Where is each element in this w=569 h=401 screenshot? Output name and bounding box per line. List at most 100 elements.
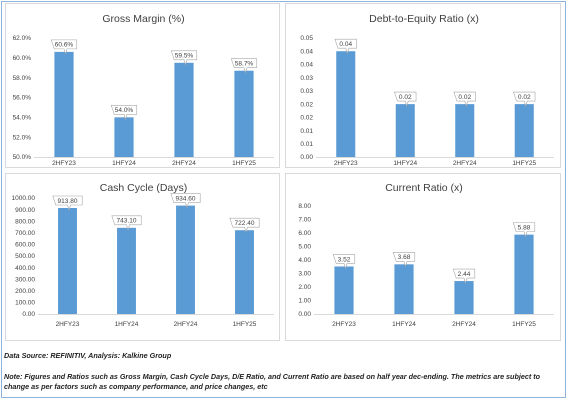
y-tick-label: 0.00 bbox=[300, 154, 313, 161]
y-tick-label: 100.00 bbox=[15, 300, 35, 307]
y-tick-label: 5.00 bbox=[298, 244, 311, 251]
y-tick-label: 62.0% bbox=[13, 35, 32, 42]
x-tick-label: 1HFY24 bbox=[392, 321, 416, 328]
y-tick-label: 6.00 bbox=[298, 230, 311, 237]
y-tick-label: 0.01 bbox=[300, 141, 313, 148]
data-label-callout: 5.88 bbox=[512, 222, 536, 238]
data-label: 0.02 bbox=[399, 94, 412, 101]
y-tick-label: 1000.00 bbox=[12, 195, 36, 202]
y-tick-label: 0.02 bbox=[300, 115, 313, 122]
bar bbox=[174, 62, 194, 157]
bar bbox=[514, 104, 534, 157]
x-tick-label: 2HFY23 bbox=[56, 321, 80, 328]
data-label-callout: 743.10 bbox=[111, 215, 142, 231]
data-label: 3.68 bbox=[398, 254, 411, 261]
data-label-box bbox=[229, 217, 260, 234]
y-tick-label: 0.04 bbox=[300, 62, 313, 69]
x-tick-label: 2HFY23 bbox=[332, 321, 356, 328]
x-tick-label: 2HFY23 bbox=[334, 160, 358, 167]
x-tick-label: 2HFY24 bbox=[172, 160, 196, 167]
data-label-callout: 913.80 bbox=[52, 195, 83, 212]
cash-cycle-panel: Cash Cycle (Days) 0.00 100.00 200.00 300.00 4… bbox=[5, 173, 280, 341]
current-ratio-panel: Current Ratio (x) 0.00 1.00 2.00 3.00 4.00 5.0… bbox=[285, 173, 561, 341]
bar bbox=[455, 104, 475, 157]
y-tick-label: 58.0% bbox=[13, 75, 32, 82]
x-tick-label: 2HFY24 bbox=[452, 321, 476, 328]
x-tick-label: 1HFY25 bbox=[233, 321, 257, 328]
data-label-box bbox=[170, 50, 198, 66]
y-tick-label: 0.03 bbox=[300, 75, 313, 82]
data-label: 2.44 bbox=[458, 271, 471, 278]
debt-to-equity-chart: Debt-to-Equity Ratio (x) 0.00 0.01 0.01 0.02… bbox=[300, 13, 554, 167]
data-label-callout: 0.02 bbox=[513, 91, 536, 108]
y-tick-label: 600.00 bbox=[15, 242, 35, 249]
y-tick-label: 1.00 bbox=[298, 298, 311, 305]
data-label-box bbox=[452, 268, 476, 285]
data-label-callout: 3.52 bbox=[332, 254, 356, 270]
x-tick-label: 1HFY25 bbox=[512, 160, 536, 167]
data-label-callout: 2.44 bbox=[452, 268, 476, 285]
data-label-callout: 60.6% bbox=[50, 39, 78, 55]
bar bbox=[176, 205, 195, 314]
data-label-box bbox=[513, 91, 536, 108]
disclaimer-note: Note: Figures and Ratios such as Gross M… bbox=[4, 372, 541, 391]
debt-to-equity-panel: Debt-to-Equity Ratio (x) 0.00 0.01 0.01 0.02… bbox=[285, 3, 561, 168]
data-label-box bbox=[110, 105, 138, 121]
data-label-box bbox=[392, 252, 416, 268]
data-label: 743.10 bbox=[117, 218, 137, 225]
data-label: 58.7% bbox=[235, 61, 254, 68]
data-label-box bbox=[170, 193, 201, 209]
data-label: 722.40 bbox=[235, 220, 255, 227]
cash-cycle-chart: Cash Cycle (Days) 0.00 100.00 200.00 300.00 4… bbox=[12, 182, 274, 328]
data-label: 3.52 bbox=[338, 256, 351, 263]
y-tick-label: 0.03 bbox=[300, 88, 313, 95]
y-tick-label: 50.0% bbox=[13, 154, 32, 161]
y-tick-label: 2.00 bbox=[298, 284, 311, 291]
data-label-box bbox=[512, 222, 536, 238]
chart-title: Current Ratio (x) bbox=[385, 182, 463, 194]
data-label-callout: 59.5% bbox=[170, 50, 198, 66]
data-label-callout: 0.02 bbox=[394, 91, 417, 108]
data-label-box bbox=[334, 38, 357, 55]
y-tick-label: 4.00 bbox=[298, 257, 311, 264]
y-tick-label: 500.00 bbox=[15, 253, 35, 260]
data-label-box bbox=[332, 254, 356, 270]
bar bbox=[117, 227, 136, 314]
data-label: 0.02 bbox=[518, 94, 531, 101]
data-label: 54.0% bbox=[115, 107, 134, 114]
chart-title: Cash Cycle (Days) bbox=[100, 182, 188, 194]
data-label-box bbox=[453, 91, 476, 108]
bar bbox=[514, 234, 534, 314]
data-label: 60.6% bbox=[55, 42, 74, 49]
data-label-callout: 58.7% bbox=[230, 58, 258, 74]
bar bbox=[334, 266, 354, 314]
x-tick-label: 2HFY24 bbox=[453, 160, 477, 167]
y-tick-label: 0.01 bbox=[300, 128, 313, 135]
bar bbox=[114, 117, 134, 157]
bar bbox=[58, 207, 77, 314]
bar bbox=[54, 51, 74, 158]
y-tick-label: 900.00 bbox=[15, 207, 35, 214]
data-label: 934.60 bbox=[176, 195, 196, 202]
x-tick-label: 1HFY25 bbox=[512, 321, 536, 328]
data-label-box bbox=[111, 215, 142, 231]
data-label-callout: 934.60 bbox=[170, 193, 201, 209]
x-tick-label: 1HFY25 bbox=[232, 160, 256, 167]
y-tick-label: 52.0% bbox=[13, 134, 32, 141]
y-tick-label: 0.05 bbox=[300, 35, 313, 42]
y-tick-label: 0.00 bbox=[22, 311, 35, 318]
x-tick-label: 1HFY24 bbox=[112, 160, 136, 167]
gross-margin-panel: Gross Margin (%) 50.0% 52.0% 54.0% 56.0% 58.0… bbox=[5, 3, 280, 168]
bar bbox=[234, 70, 254, 157]
y-tick-label: 3.00 bbox=[298, 271, 311, 278]
bar bbox=[235, 230, 254, 314]
x-tick-label: 2HFY23 bbox=[52, 160, 76, 167]
y-tick-label: 60.0% bbox=[13, 55, 32, 62]
y-tick-label: 7.00 bbox=[298, 217, 311, 224]
y-tick-label: 800.00 bbox=[15, 218, 35, 225]
data-label-callout: 54.0% bbox=[110, 105, 138, 121]
data-label-callout: 0.04 bbox=[334, 38, 357, 55]
bar bbox=[395, 104, 415, 157]
data-label-callout: 722.40 bbox=[229, 217, 260, 234]
